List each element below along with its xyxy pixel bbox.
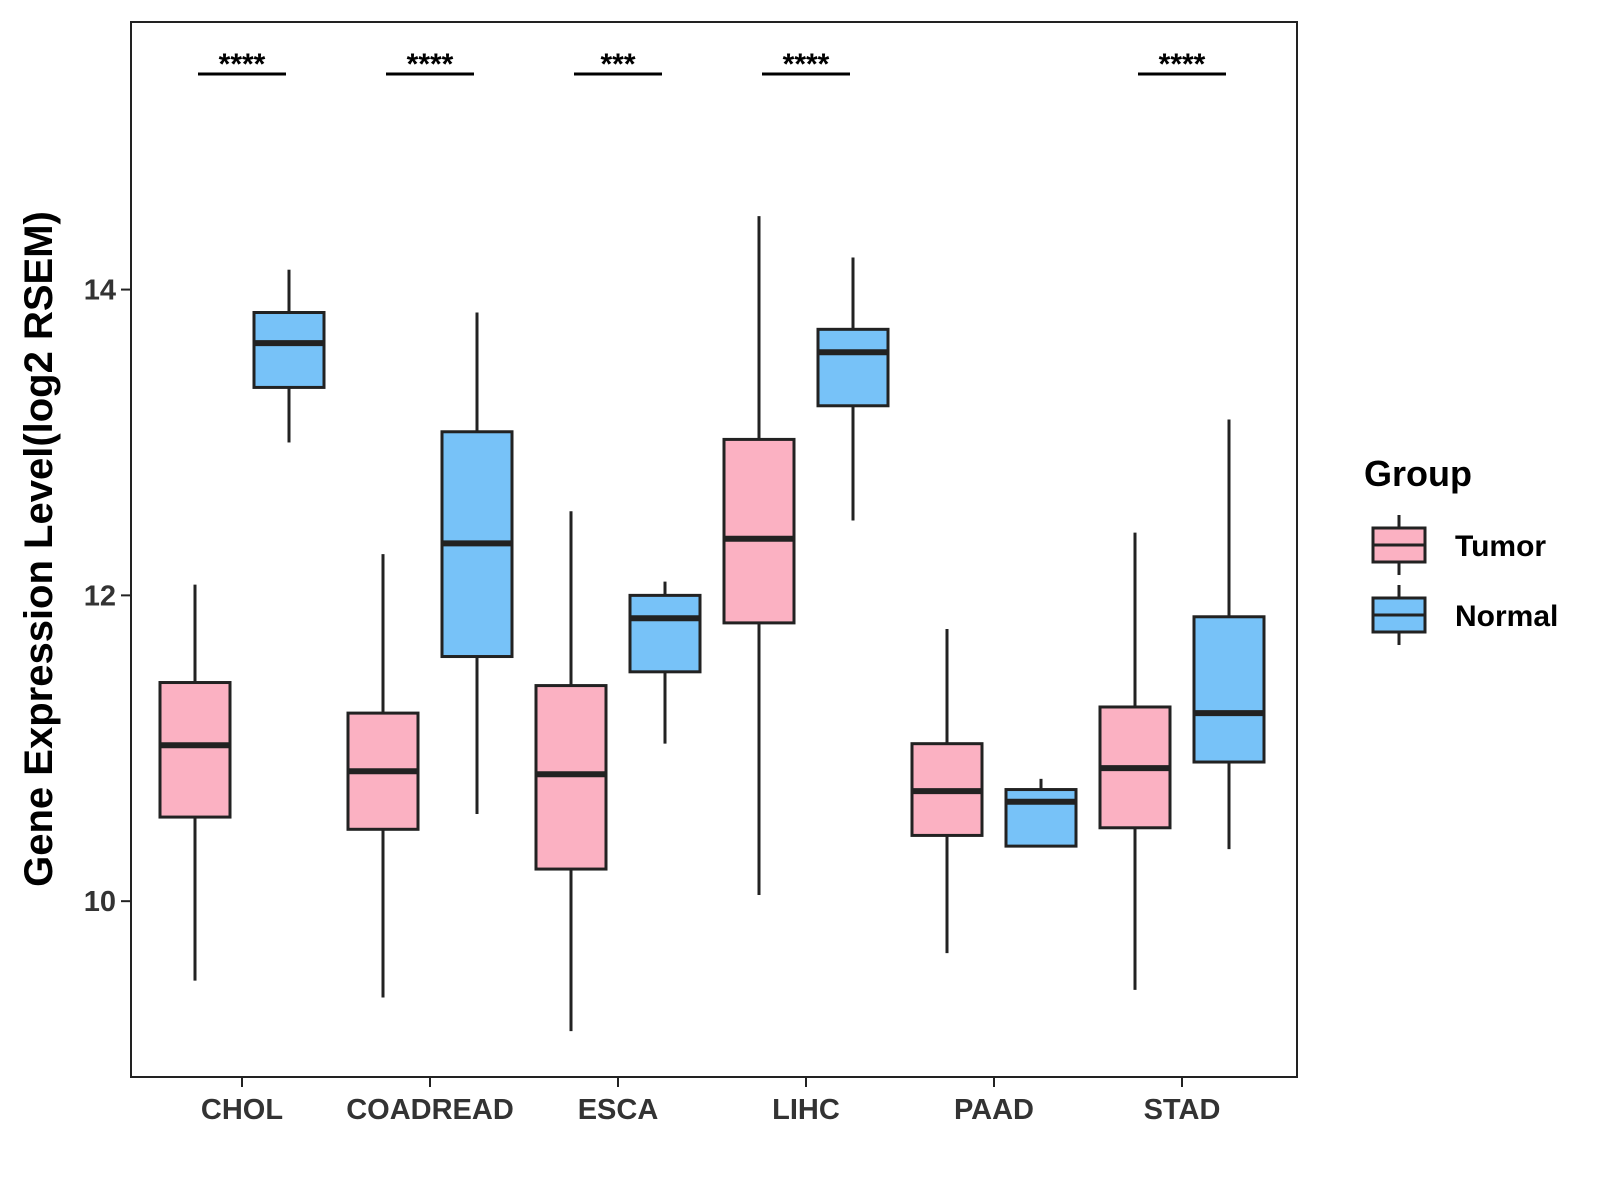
box-normal-esca — [628, 581, 702, 744]
box-tumor-paad — [910, 629, 984, 954]
y-tick-label: 14 — [84, 275, 116, 307]
box-body — [1004, 788, 1078, 848]
legend-key-tumor — [1371, 515, 1427, 575]
significance-label: **** — [783, 48, 830, 81]
box-layer — [158, 216, 1266, 1032]
significance-layer: **** **** *** **** **** — [198, 48, 1226, 81]
box-body — [1192, 615, 1266, 764]
significance-label: **** — [219, 48, 266, 81]
box-body — [816, 327, 890, 408]
x-tick-label: PAAD — [954, 1094, 1034, 1126]
legend-label: Normal — [1455, 600, 1558, 633]
box-body — [534, 684, 608, 871]
box-tumor-coadread — [346, 554, 420, 998]
x-axis: CHOL COADREAD ESCA LIHC PAAD STAD — [201, 1077, 1220, 1126]
significance-label: *** — [600, 48, 635, 81]
legend-title: Group — [1364, 453, 1472, 494]
x-tick-label: COADREAD — [346, 1094, 514, 1126]
x-tick-label: CHOL — [201, 1094, 283, 1126]
box-tumor-esca — [534, 511, 608, 1032]
box-tumor-stad — [1098, 532, 1172, 990]
box-tumor-chol — [158, 584, 232, 981]
x-tick-label: ESCA — [578, 1094, 659, 1126]
significance-label: **** — [1159, 48, 1206, 81]
box-normal-paad — [1004, 778, 1078, 848]
legend-key-normal — [1371, 585, 1427, 645]
box-body — [252, 311, 326, 389]
box-tumor-lihc — [722, 216, 796, 896]
box-body — [158, 681, 232, 819]
box-normal-lihc — [816, 257, 890, 521]
x-tick-label: STAD — [1144, 1094, 1221, 1126]
plot-panel — [130, 21, 1298, 1078]
box-body — [628, 593, 702, 674]
y-tick-label: 12 — [84, 580, 116, 612]
y-tick-label: 10 — [84, 886, 116, 918]
legend-label: Tumor — [1455, 530, 1546, 563]
box-normal-chol — [252, 269, 326, 443]
box-normal-coadread — [440, 312, 514, 815]
significance-label: **** — [407, 48, 454, 81]
box-normal-stad — [1192, 419, 1266, 850]
box-body — [722, 437, 796, 625]
legend: Group Tumor Normal — [1364, 453, 1558, 645]
y-axis-title: Gene Expression Level(log2 RSEM) — [17, 211, 61, 887]
x-tick-label: LIHC — [772, 1094, 840, 1126]
y-axis: 10 12 14 — [84, 275, 131, 918]
